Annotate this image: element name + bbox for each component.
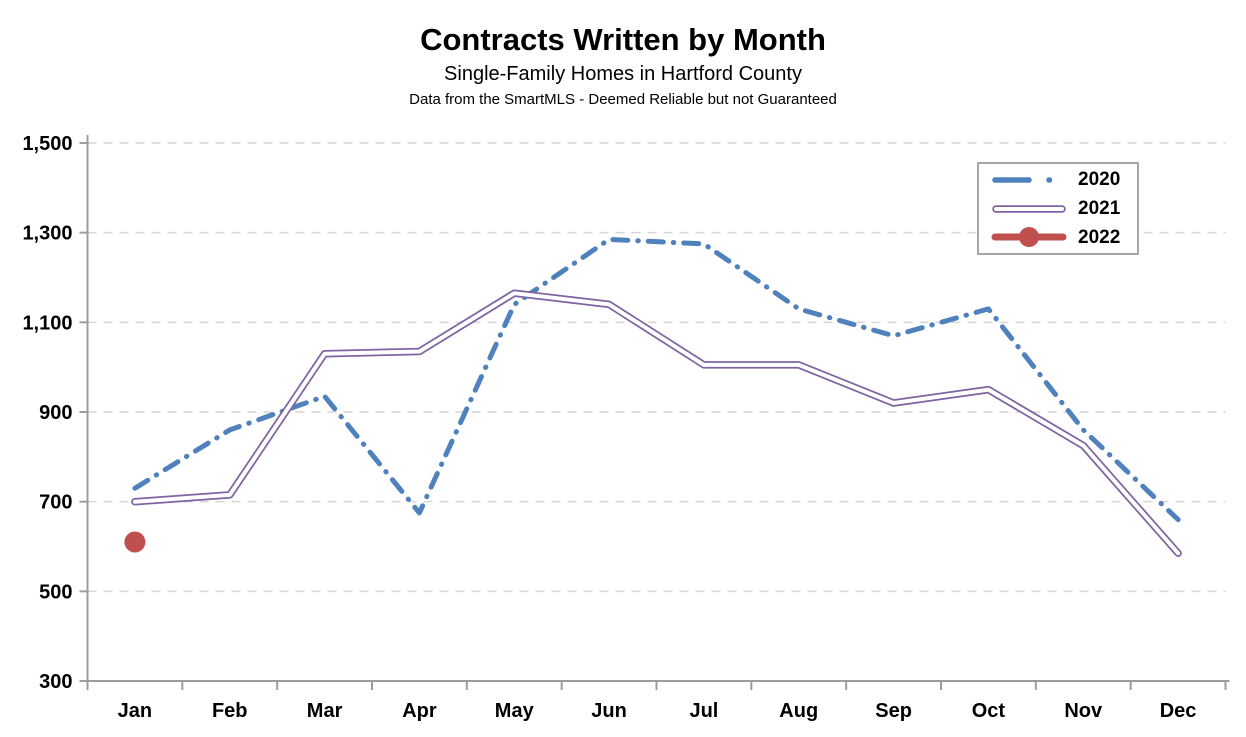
chart-title: Contracts Written by Month: [420, 22, 826, 57]
legend: 2020 2021 2022: [977, 162, 1139, 255]
legend-label-2021: 2021: [1078, 198, 1121, 219]
legend-marker-line-sample-icon: [991, 227, 1067, 248]
x-axis-label-feb: Feb: [212, 700, 248, 722]
series-line-2021-inner: [132, 291, 1181, 556]
x-axis-label-dec: Dec: [1160, 700, 1197, 722]
legend-double-line-sample-icon: [992, 204, 1066, 213]
y-axis-label-500: 500: [39, 581, 72, 603]
series-line-2021-outer: [131, 289, 1182, 557]
x-axis-label-apr: Apr: [402, 700, 437, 722]
legend-label-2020: 2020: [1078, 169, 1121, 191]
legend-entry-2021: 2021: [989, 196, 1137, 222]
chart-disclaimer: Data from the SmartMLS - Deemed Reliable…: [409, 91, 837, 108]
series-line-2020: [132, 236, 1181, 523]
legend-dash-dot-line-sample-icon: [992, 177, 1066, 183]
y-axis-label-300: 300: [39, 671, 72, 693]
x-axis-label-aug: Aug: [779, 700, 818, 722]
legend-entry-2022: 2022: [989, 224, 1137, 250]
x-axis-label-nov: Nov: [1064, 700, 1103, 722]
x-axis-label-sep: Sep: [875, 700, 912, 722]
data-point-2022: [124, 531, 146, 553]
y-axis-label-700: 700: [39, 492, 72, 514]
x-axis-label-mar: Mar: [307, 700, 343, 722]
x-axis-label-may: May: [495, 700, 535, 722]
y-axis-label-900: 900: [39, 402, 72, 424]
x-axis-label-jan: Jan: [118, 700, 152, 722]
y-axis-label-1100: 1,100: [22, 312, 72, 334]
x-axis-label-oct: Oct: [972, 700, 1006, 722]
legend-entry-2020: 2020: [989, 167, 1137, 193]
legend-label-2022: 2022: [1078, 226, 1121, 248]
x-axis-label-jul: Jul: [689, 700, 718, 722]
y-axis-label-1300: 1,300: [22, 223, 72, 245]
y-axis-label-1500: 1,500: [22, 133, 72, 155]
x-axis-label-jun: Jun: [591, 700, 627, 722]
chart-subtitle: Single-Family Homes in Hartford County: [444, 63, 802, 85]
